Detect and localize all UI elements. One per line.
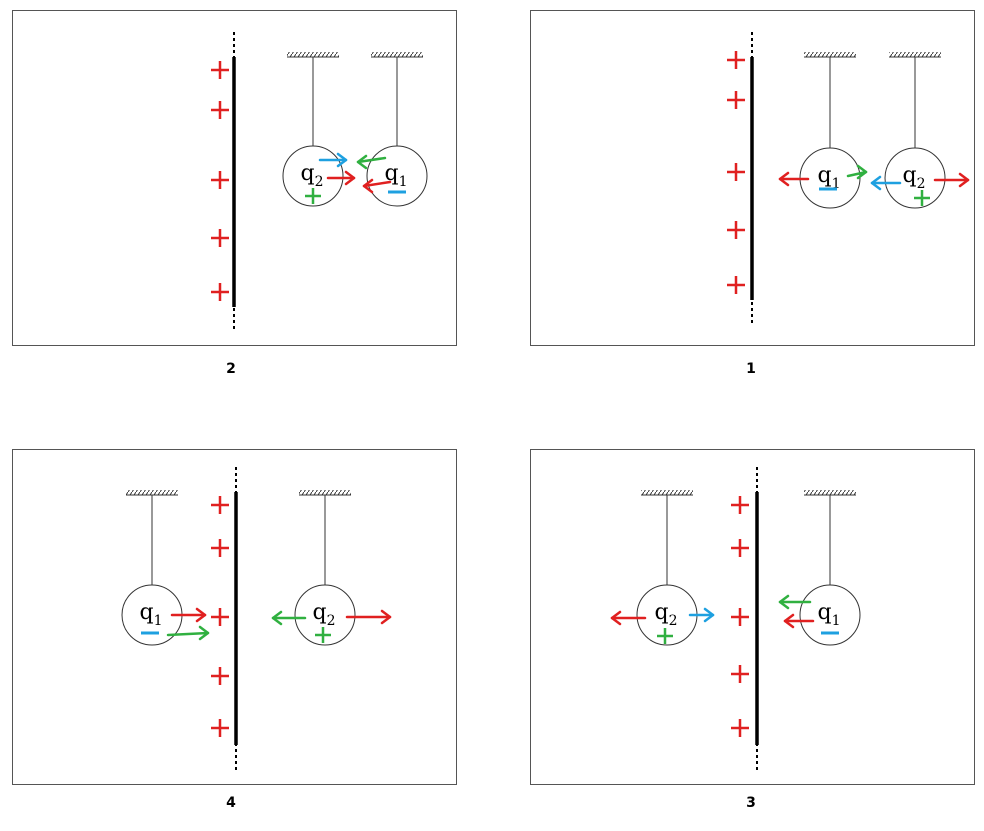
sphere-label: q2 [902,163,925,192]
force-arrow [356,156,387,164]
sphere-label: q2 [312,600,335,629]
sphere-label: q2 [654,600,677,629]
arrow-head [336,152,348,168]
sphere-symbol: q [817,163,831,188]
plus-sign [211,283,229,301]
force-arrow [846,170,868,178]
ceiling-mount [641,490,693,495]
panel-frame [12,449,457,785]
sphere-subscript: 1 [832,176,841,192]
panel: 3q2 q1 [530,449,975,811]
plus-sign [211,539,229,557]
plus-sign [211,608,229,626]
panel-frame [530,10,975,346]
arrow-head [783,613,795,629]
arrow-head [356,154,368,170]
arrow-head [271,610,283,626]
sphere-subscript: 2 [669,613,678,629]
panel-label: 1 [746,361,756,377]
arrow-head [856,164,868,180]
plus-sign [727,51,745,69]
plus-sign [657,628,673,644]
sphere [799,584,861,646]
sphere-symbol: q [300,161,314,186]
plus-sign [731,719,749,737]
plus-sign [211,101,229,119]
sphere-label: q1 [817,600,840,629]
arrow-head [380,609,392,625]
arrow-head [610,610,622,626]
arrow-head [195,607,207,623]
arrow-head [362,178,374,194]
sphere [366,145,428,207]
sphere-subscript: 1 [832,613,841,629]
plus-sign [211,496,229,514]
panel-label: 2 [226,361,236,377]
panel-frame [530,449,975,785]
plus-sign [727,221,745,239]
sphere-subscript: 2 [315,174,324,190]
sphere-symbol: q [817,600,831,625]
ceiling-mount [804,490,856,495]
sphere-symbol: q [139,600,153,625]
sphere [884,147,946,209]
plus-sign [727,91,745,109]
plus-sign [731,665,749,683]
ceiling-mount [804,52,856,57]
panel-label: 4 [226,795,236,811]
plus-sign [211,667,229,685]
plus-sign [914,190,930,206]
arrow-head [778,171,790,187]
arrow-head [778,594,790,610]
plus-sign [315,627,331,643]
force-arrow [362,180,392,188]
arrow-head [870,175,882,191]
sphere-label: q1 [139,600,162,629]
sphere-label: q1 [817,163,840,192]
plus-sign [731,539,749,557]
plus-sign [211,719,229,737]
sphere-subscript: 2 [917,176,926,192]
plus-sign [727,163,745,181]
ceiling-mount [299,490,351,495]
sphere-symbol: q [312,600,326,625]
plus-sign [211,229,229,247]
plus-sign [727,276,745,294]
plus-sign [731,496,749,514]
arrow-head [344,170,356,186]
panel: 4q1 q2 [12,449,457,811]
sphere-label: q2 [300,161,323,190]
panel-frame [12,10,457,346]
sphere [294,584,356,646]
plus-sign [211,61,229,79]
panel: 1q1 q2 [530,10,975,377]
arrow-head [198,625,210,641]
plus-sign [305,188,321,204]
sphere-subscript: 1 [399,174,408,190]
arrow-head [703,607,715,623]
sphere-symbol: q [384,161,398,186]
sphere-symbol: q [902,163,916,188]
ceiling-mount [287,52,339,57]
ceiling-mount [126,490,178,495]
sphere-subscript: 1 [154,613,163,629]
plus-sign [731,608,749,626]
panel-label: 3 [746,795,756,811]
plus-sign [211,171,229,189]
ceiling-mount [371,52,423,57]
sphere-subscript: 2 [327,613,336,629]
sphere-label: q1 [384,161,407,190]
force-arrow [166,631,210,637]
arrow-head [958,172,970,188]
sphere-symbol: q [654,600,668,625]
panel: 2q2 q1 [12,10,457,377]
ceiling-mount [889,52,941,57]
